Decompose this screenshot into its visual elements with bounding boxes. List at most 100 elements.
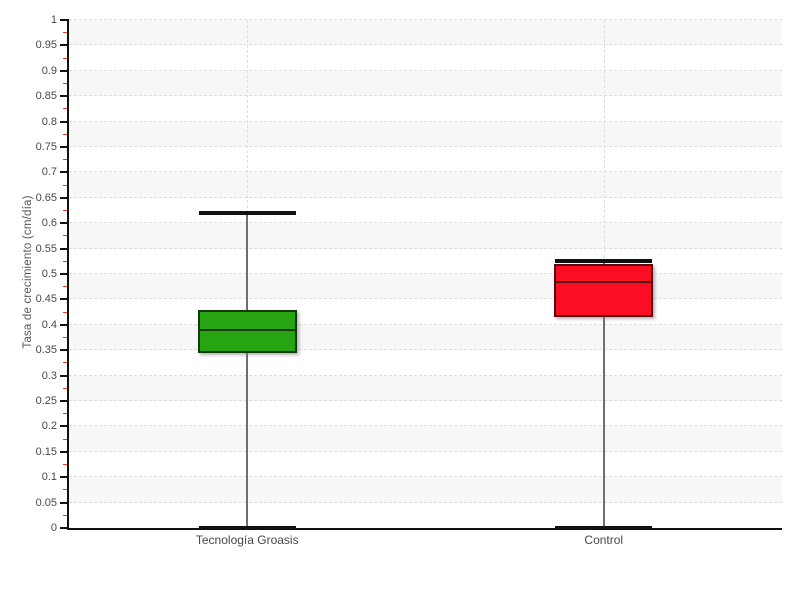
y-minor-tick: [63, 57, 67, 59]
x-axis-line: [67, 528, 782, 530]
plot-band: [69, 172, 782, 198]
h-gridline: [69, 19, 782, 20]
y-major-tick: [60, 196, 67, 199]
x-axis-label-1: Control: [584, 533, 624, 547]
y-minor-tick: [63, 108, 67, 110]
y-tick-label: 0.35: [35, 344, 57, 357]
y-minor-tick: [63, 337, 67, 338]
h-gridline: [69, 171, 782, 173]
y-minor-tick: [63, 210, 67, 211]
y-major-tick: [60, 349, 67, 352]
y-tick-label: 0.4: [41, 318, 57, 331]
y-major-tick: [60, 527, 67, 529]
y-tick-label: 0.25: [35, 395, 57, 407]
y-major-tick: [60, 425, 67, 428]
x-axis-label-0: Tecnología Groasis: [195, 533, 299, 547]
y-major-tick: [60, 19, 67, 21]
whisker-line-0: [246, 213, 249, 528]
y-major-tick: [60, 171, 67, 174]
h-gridline: [69, 120, 782, 122]
y-minor-tick: [63, 133, 67, 135]
h-gridline: [69, 400, 782, 401]
h-gridline: [69, 476, 782, 478]
y-major-tick: [60, 323, 67, 326]
y-tick-label: 0: [50, 522, 57, 534]
boxplot-box-1: [554, 263, 654, 318]
y-major-tick: [60, 120, 67, 123]
y-tick-label: 0.75: [35, 141, 57, 153]
y-minor-tick: [63, 438, 67, 440]
y-major-tick: [60, 476, 67, 479]
h-gridline: [69, 247, 782, 249]
y-axis-line: [67, 19, 69, 530]
whisker-line-1: [602, 261, 605, 528]
y-tick-label: 0.8: [41, 115, 57, 128]
y-minor-tick: [63, 286, 67, 288]
y-minor-tick: [63, 235, 67, 237]
whisker-cap-max-1: [555, 259, 653, 264]
y-tick-label: 0.6: [41, 217, 57, 230]
y-tick-label: 0.85: [35, 90, 57, 103]
y-tick-label: 0.5: [41, 268, 57, 280]
plot-band: [69, 70, 782, 97]
y-tick-label: 0.65: [35, 191, 57, 204]
h-gridline: [69, 374, 782, 376]
h-gridline: [69, 323, 782, 325]
whisker-cap-min-1: [555, 525, 653, 530]
h-gridline: [69, 146, 782, 147]
y-minor-tick: [63, 514, 67, 516]
y-minor-tick: [63, 159, 67, 161]
y-tick-label: 0.2: [41, 420, 57, 433]
h-gridline: [69, 425, 782, 427]
h-gridline: [69, 222, 782, 224]
y-major-tick: [60, 273, 67, 275]
y-tick-label: 0.45: [35, 293, 57, 306]
plot-band: [69, 121, 782, 147]
h-gridline: [69, 196, 782, 198]
h-gridline: [69, 349, 782, 351]
y-minor-tick: [63, 362, 67, 364]
h-gridline: [69, 298, 782, 300]
y-tick-label: 0.15: [35, 445, 57, 458]
h-gridline: [69, 44, 782, 46]
y-tick-label: 0.95: [35, 39, 57, 52]
y-tick-label: 0.1: [41, 471, 57, 484]
plot-band: [69, 375, 782, 401]
y-tick-label: 1: [50, 14, 57, 26]
y-major-tick: [60, 400, 67, 402]
h-gridline: [69, 450, 782, 452]
median-line-1: [556, 280, 652, 283]
plot-band: [69, 324, 782, 351]
y-major-tick: [60, 247, 67, 250]
y-major-tick: [60, 450, 67, 453]
y-major-tick: [60, 222, 67, 225]
y-major-tick: [60, 501, 67, 504]
y-major-tick: [60, 69, 67, 72]
y-minor-tick: [63, 32, 67, 34]
whisker-cap-min-0: [198, 525, 296, 530]
y-minor-tick: [63, 260, 67, 262]
median-line-0: [199, 328, 295, 331]
h-gridline: [69, 501, 782, 503]
y-major-tick: [60, 146, 67, 148]
y-tick-label: 0.9: [41, 64, 57, 77]
y-minor-tick: [63, 489, 67, 491]
plot-band: [69, 20, 782, 46]
y-major-tick: [60, 374, 67, 377]
y-major-tick: [60, 298, 67, 301]
y-minor-tick: [63, 464, 67, 465]
y-tick-label: 0.3: [41, 369, 57, 382]
h-gridline: [69, 95, 782, 97]
y-tick-label: 0.55: [35, 242, 57, 255]
plot-band: [69, 426, 782, 452]
y-major-tick: [60, 44, 67, 47]
y-major-tick: [60, 95, 67, 98]
y-tick-label: 0.05: [35, 496, 57, 509]
whisker-cap-max-0: [198, 211, 296, 216]
y-minor-tick: [63, 311, 67, 313]
plot-band: [69, 477, 782, 503]
y-tick-label: 0.7: [41, 166, 57, 179]
y-minor-tick: [63, 413, 67, 415]
y-minor-tick: [63, 184, 67, 186]
